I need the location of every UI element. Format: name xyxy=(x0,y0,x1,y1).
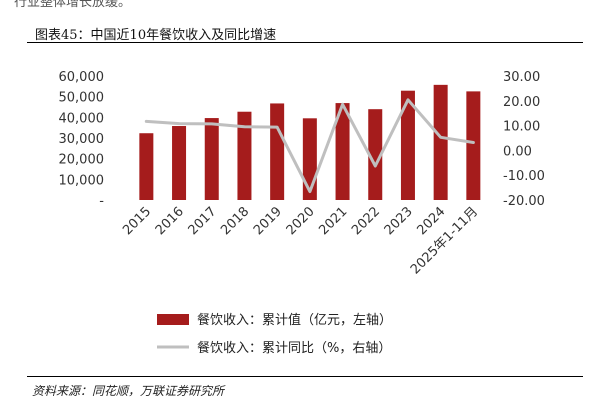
left-axis-tick-label: 60,000 xyxy=(59,70,105,85)
figure-title: 图表45：中国近10年餐饮收入及同比增速 xyxy=(35,28,277,43)
bar xyxy=(139,133,154,200)
legend-label-bar: 餐饮收入：累计值（亿元，左轴） xyxy=(197,312,392,328)
right-axis-tick-label: 30.00 xyxy=(503,70,540,85)
x-axis-tick-label: 2022 xyxy=(349,204,383,238)
x-axis-tick-label: 2018 xyxy=(218,204,252,238)
left-axis-tick-label: 50,000 xyxy=(59,91,105,106)
right-axis-tick-label: 10.00 xyxy=(503,120,540,135)
previous-text-fragment: 行业整体增长放缓。 xyxy=(0,0,595,14)
source-note: 资料来源：同花顺，万联证券研究所 xyxy=(32,384,225,398)
right-axis-tick-label: 0.00 xyxy=(503,144,532,159)
series-line xyxy=(144,98,475,194)
x-axis-tick-label: 2021 xyxy=(316,204,350,238)
bar xyxy=(368,109,383,200)
bar xyxy=(400,90,415,200)
left-axis-tick-label: 10,000 xyxy=(59,173,105,188)
right-axis-tick-label: -10.00 xyxy=(503,169,545,184)
x-axis-tick-label: 2017 xyxy=(186,204,220,238)
x-axis-tick-label: 2016 xyxy=(153,204,187,238)
bar xyxy=(433,84,448,200)
bar xyxy=(237,111,252,200)
bar xyxy=(172,126,187,200)
left-axis-tick-label: 40,000 xyxy=(59,111,105,126)
x-axis-tick-label: 2019 xyxy=(251,204,285,238)
figure-bottom-rule xyxy=(27,376,583,377)
bar xyxy=(270,103,285,200)
left-axis-tick-label: 20,000 xyxy=(59,153,105,168)
x-axis-tick-label: 2015 xyxy=(120,204,154,238)
right-axis-tick-label: 20.00 xyxy=(503,95,540,110)
bar xyxy=(335,103,350,200)
left-axis-tick-label: - xyxy=(99,194,104,209)
figure-title-bar: 图表45：中国近10年餐饮收入及同比增速 xyxy=(27,24,583,43)
x-axis-tick-label: 2020 xyxy=(284,204,318,238)
legend-swatch-bar xyxy=(157,314,189,325)
bar xyxy=(204,118,219,200)
previous-text-line: 行业整体增长放缓。 xyxy=(14,0,132,10)
x-axis-tick-label: 2023 xyxy=(382,204,416,238)
right-axis-tick-label: -20.00 xyxy=(503,194,545,209)
legend-label-line: 餐饮收入：累计同比（%，右轴） xyxy=(197,340,391,356)
bar xyxy=(466,91,481,200)
left-axis-tick-label: 30,000 xyxy=(59,132,105,147)
